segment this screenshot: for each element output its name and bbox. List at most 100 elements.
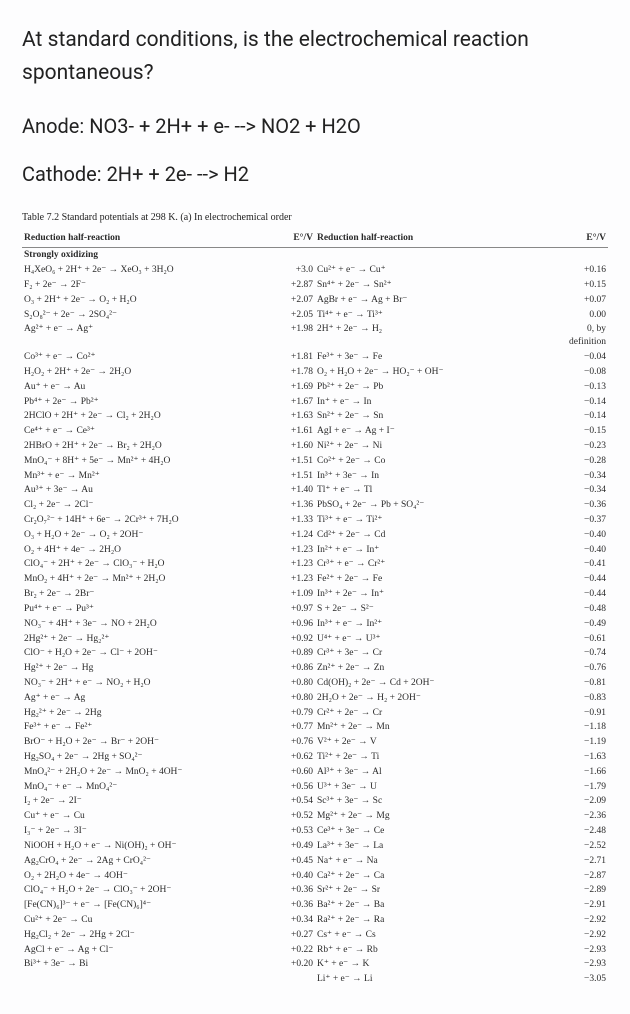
table-row-right-ev: −2.89 <box>555 883 608 898</box>
table-row-right-ev: −2.36 <box>555 809 608 824</box>
table-row-right-ev: −0.40 <box>555 528 608 543</box>
table-row-right-ev: −0.49 <box>555 617 608 632</box>
anode-line: Anode: NO3- + 2H+ + e- --> NO2 + H2O <box>22 111 608 141</box>
table-row-right-rx: Cd(OH)₂ + 2e⁻ → Cd + 2OH⁻ <box>315 676 555 691</box>
th-left-rx: Reduction half-reaction <box>22 231 262 248</box>
section-strongly-oxidizing: Strongly oxidizing <box>22 248 262 263</box>
table-row-right-ev: −0.34 <box>555 483 608 498</box>
table-row-left-ev: +2.05 <box>262 308 315 323</box>
table-row-right-rx: K⁺ + e⁻ → K <box>315 957 555 972</box>
table-row-right-rx: Al³⁺ + 3e⁻ → Al <box>315 765 555 780</box>
table-row-right-rx: Fe³⁺ + 3e⁻ → Fe <box>315 350 555 365</box>
table-row-left-rx: MnO₄²⁻ + 2H₂O + 2e⁻ → MnO₂ + 4OH⁻ <box>22 765 262 780</box>
table-row-left-rx: Au⁺ + e⁻ → Au <box>22 380 262 395</box>
table-row-left-rx: NiOOH + H₂O + e⁻ → Ni(OH)₂ + OH⁻ <box>22 839 262 854</box>
table-row-left-rx: O₂ + 4H⁺ + 4e⁻ → 2H₂O <box>22 543 262 558</box>
table-row-left-rx: Hg₂Cl₂ + 2e⁻ → 2Hg + 2Cl⁻ <box>22 928 262 943</box>
table-row-right-ev: −2.52 <box>555 839 608 854</box>
table-row-left-rx: Fe³⁺ + e⁻ → Fe²⁺ <box>22 720 262 735</box>
table-row-right-ev: −1.79 <box>555 780 608 795</box>
table-row-right-ev: +0.16 <box>555 263 608 278</box>
potentials-table: Reduction half-reaction E°/V Reduction h… <box>22 231 608 987</box>
table-row-right-rx: AgBr + e⁻ → Ag + Br⁻ <box>315 293 555 308</box>
table-row-left-rx: Ag₂CrO₄ + 2e⁻ → 2Ag + CrO₄²⁻ <box>22 854 262 869</box>
table-row-right-ev: −1.66 <box>555 765 608 780</box>
potentials-table-wrap: Table 7.2 Standard potentials at 298 K. … <box>22 211 608 987</box>
table-row-right-ev: −0.15 <box>555 424 608 439</box>
table-row-right-ev: −0.76 <box>555 661 608 676</box>
table-row-right-ev: −2.92 <box>555 913 608 928</box>
table-row-right-rx: Tl⁺ + e⁻ → Tl <box>315 483 555 498</box>
table-row-right-rx: Cs⁺ + e⁻ → Cs <box>315 928 555 943</box>
cathode-line: Cathode: 2H+ + 2e- --> H2 <box>22 159 608 189</box>
table-row-right-rx: Sc³⁺ + 3e⁻ → Sc <box>315 794 555 809</box>
table-row-right-ev: −0.14 <box>555 409 608 424</box>
table-row-left-ev: +1.51 <box>262 454 315 469</box>
table-row-right-rx: Ti³⁺ + e⁻ → Ti²⁺ <box>315 513 555 528</box>
table-row-left-ev: +0.22 <box>262 943 315 958</box>
table-row-right-rx: Cu²⁺ + e⁻ → Cu⁺ <box>315 263 555 278</box>
table-row-left-rx: ClO₄⁻ + H₂O + 2e⁻ → ClO₃⁻ + 2OH⁻ <box>22 883 262 898</box>
table-row-left-rx: Co³⁺ + e⁻ → Co²⁺ <box>22 350 262 365</box>
table-row-left-ev: +0.89 <box>262 646 315 661</box>
table-row-right-ev: −0.44 <box>555 587 608 602</box>
table-row-right-rx: Ni²⁺ + 2e⁻ → Ni <box>315 439 555 454</box>
table-row-right-ev: −0.74 <box>555 646 608 661</box>
table-row-left-rx: Cu⁺ + e⁻ → Cu <box>22 809 262 824</box>
table-row-left-ev: +1.23 <box>262 557 315 572</box>
table-row-left-ev: +1.63 <box>262 409 315 424</box>
table-row-left-rx: NO₃⁻ + 4H⁺ + 3e⁻ → NO + 2H₂O <box>22 617 262 632</box>
table-row-left-ev: +1.98 <box>262 322 315 350</box>
table-row-right-ev: −0.08 <box>555 365 608 380</box>
table-row-right-ev: −0.37 <box>555 513 608 528</box>
table-row-left-rx: O₂ + 2H₂O + 4e⁻ → 4OH⁻ <box>22 869 262 884</box>
table-row-right-rx: Sr²⁺ + 2e⁻ → Sr <box>315 883 555 898</box>
th-right-rx: Reduction half-reaction <box>315 231 555 248</box>
table-row-left-rx: Br₂ + 2e⁻ → 2Br⁻ <box>22 587 262 602</box>
table-row-right-ev: −1.18 <box>555 720 608 735</box>
table-row-left-ev: +1.69 <box>262 380 315 395</box>
table-row-left-rx: 2HClO + 2H⁺ + 2e⁻ → Cl₂ + 2H₂O <box>22 409 262 424</box>
table-row-left-rx: [Fe(CN)₆]³⁻ + e⁻ → [Fe(CN)₆]⁴⁻ <box>22 898 262 913</box>
table-row-right-ev: −0.36 <box>555 498 608 513</box>
table-caption: Table 7.2 Standard potentials at 298 K. … <box>22 211 608 225</box>
table-row-right-rx: Cr³⁺ + e⁻ → Cr²⁺ <box>315 557 555 572</box>
table-row-left-rx: Au³⁺ + 3e⁻ → Au <box>22 483 262 498</box>
table-row-right-rx: 2H₂O + 2e⁻ → H₂ + 2OH⁻ <box>315 691 555 706</box>
table-row-right-ev: −0.28 <box>555 454 608 469</box>
table-row-left-rx: Ag⁺ + e⁻ → Ag <box>22 691 262 706</box>
table-row-left-rx: H₂O₂ + 2H⁺ + 2e⁻ → 2H₂O <box>22 365 262 380</box>
table-row-right-rx: Co²⁺ + 2e⁻ → Co <box>315 454 555 469</box>
table-row-right-rx: Cr²⁺ + 2e⁻ → Cr <box>315 706 555 721</box>
table-row-right-ev: −2.93 <box>555 957 608 972</box>
table-row-left-rx: O₃ + H₂O + 2e⁻ → O₂ + 2OH⁻ <box>22 528 262 543</box>
table-row-right-rx: In³⁺ + 2e⁻ → In⁺ <box>315 587 555 602</box>
table-row-left-rx: Ce⁴⁺ + e⁻ → Ce³⁺ <box>22 424 262 439</box>
table-row-right-ev: −2.87 <box>555 869 608 884</box>
table-row-right-ev: −0.04 <box>555 350 608 365</box>
table-row-left-ev: +0.76 <box>262 735 315 750</box>
table-row-left-rx: 2HBrO + 2H⁺ + 2e⁻ → Br₂ + 2H₂O <box>22 439 262 454</box>
table-row-right-ev: 0, by definition <box>555 322 608 350</box>
table-row-right-ev: +0.15 <box>555 278 608 293</box>
table-row-left-ev: +3.0 <box>262 263 315 278</box>
table-row-left-rx: Cr₂O₇²⁻ + 14H⁺ + 6e⁻ → 2Cr³⁺ + 7H₂O <box>22 513 262 528</box>
table-row-left-ev: +1.67 <box>262 395 315 410</box>
table-row-left-rx: Pb⁴⁺ + 2e⁻ → Pb²⁺ <box>22 395 262 410</box>
table-row-right-ev: −0.23 <box>555 439 608 454</box>
table-row-right-ev: −1.63 <box>555 750 608 765</box>
table-row-left-ev: +1.23 <box>262 543 315 558</box>
table-row-left-ev: +0.45 <box>262 854 315 869</box>
table-row-left-rx: BrO⁻ + H₂O + 2e⁻ → Br⁻ + 2OH⁻ <box>22 735 262 750</box>
table-row-left-rx: AgCl + e⁻ → Ag + Cl⁻ <box>22 943 262 958</box>
table-row-right-rx: AgI + e⁻ → Ag + I⁻ <box>315 424 555 439</box>
table-row-left-rx: Hg₂²⁺ + 2e⁻ → 2Hg <box>22 706 262 721</box>
table-row-left-ev: +2.87 <box>262 278 315 293</box>
table-row-left-ev <box>262 972 315 987</box>
table-row-left-rx: Mn³⁺ + e⁻ → Mn²⁺ <box>22 469 262 484</box>
table-row-left-ev: +0.54 <box>262 794 315 809</box>
table-row-left-ev: +0.20 <box>262 957 315 972</box>
cathode-equation: 2H+ + 2e- --> H2 <box>107 162 249 186</box>
table-row-right-rx: Mg²⁺ + 2e⁻ → Mg <box>315 809 555 824</box>
table-row-left-rx: Cu²⁺ + 2e⁻ → Cu <box>22 913 262 928</box>
